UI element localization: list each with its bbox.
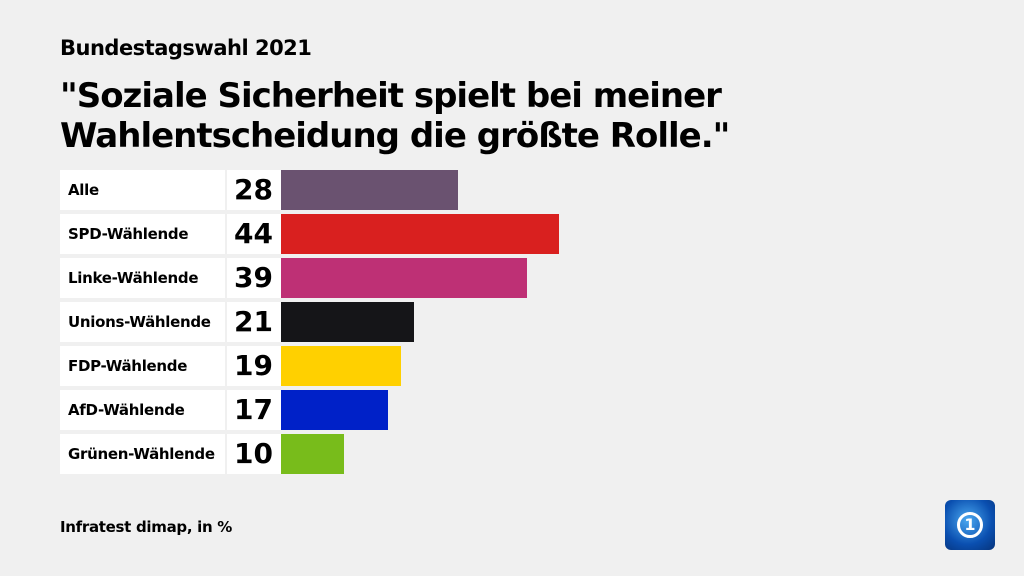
value-label: 21 xyxy=(227,302,281,342)
value-label: 10 xyxy=(227,434,281,474)
bar xyxy=(281,170,458,210)
bar-row: AfD-Wählende 17 xyxy=(60,390,960,430)
bar-row: Unions-Wählende 21 xyxy=(60,302,960,342)
value-label: 28 xyxy=(227,170,281,210)
source-note: Infratest dimap, in % xyxy=(60,518,233,536)
chart-kicker: Bundestagswahl 2021 xyxy=(60,36,312,60)
category-label: Alle xyxy=(60,170,225,210)
bar xyxy=(281,390,389,430)
category-label: Linke-Wählende xyxy=(60,258,225,298)
value-label: 44 xyxy=(227,214,281,254)
value-label: 39 xyxy=(227,258,281,298)
bar-row: Linke-Wählende 39 xyxy=(60,258,960,298)
category-label: Unions-Wählende xyxy=(60,302,225,342)
category-label: SPD-Wählende xyxy=(60,214,225,254)
bar-row: SPD-Wählende 44 xyxy=(60,214,960,254)
bar xyxy=(281,214,560,254)
bar xyxy=(281,346,402,386)
bar-row: Alle 28 xyxy=(60,170,960,210)
category-label: FDP-Wählende xyxy=(60,346,225,386)
bar-row: Grünen-Wählende 10 xyxy=(60,434,960,474)
bar xyxy=(281,434,345,474)
value-label: 19 xyxy=(227,346,281,386)
bar xyxy=(281,302,414,342)
category-label: AfD-Wählende xyxy=(60,390,225,430)
chart-title: "Soziale Sicherheit spielt bei meiner Wa… xyxy=(60,76,730,156)
value-label: 17 xyxy=(227,390,281,430)
category-label: Grünen-Wählende xyxy=(60,434,225,474)
ard-logo-icon: 1 xyxy=(945,500,995,550)
bar xyxy=(281,258,528,298)
bar-row: FDP-Wählende 19 xyxy=(60,346,960,386)
